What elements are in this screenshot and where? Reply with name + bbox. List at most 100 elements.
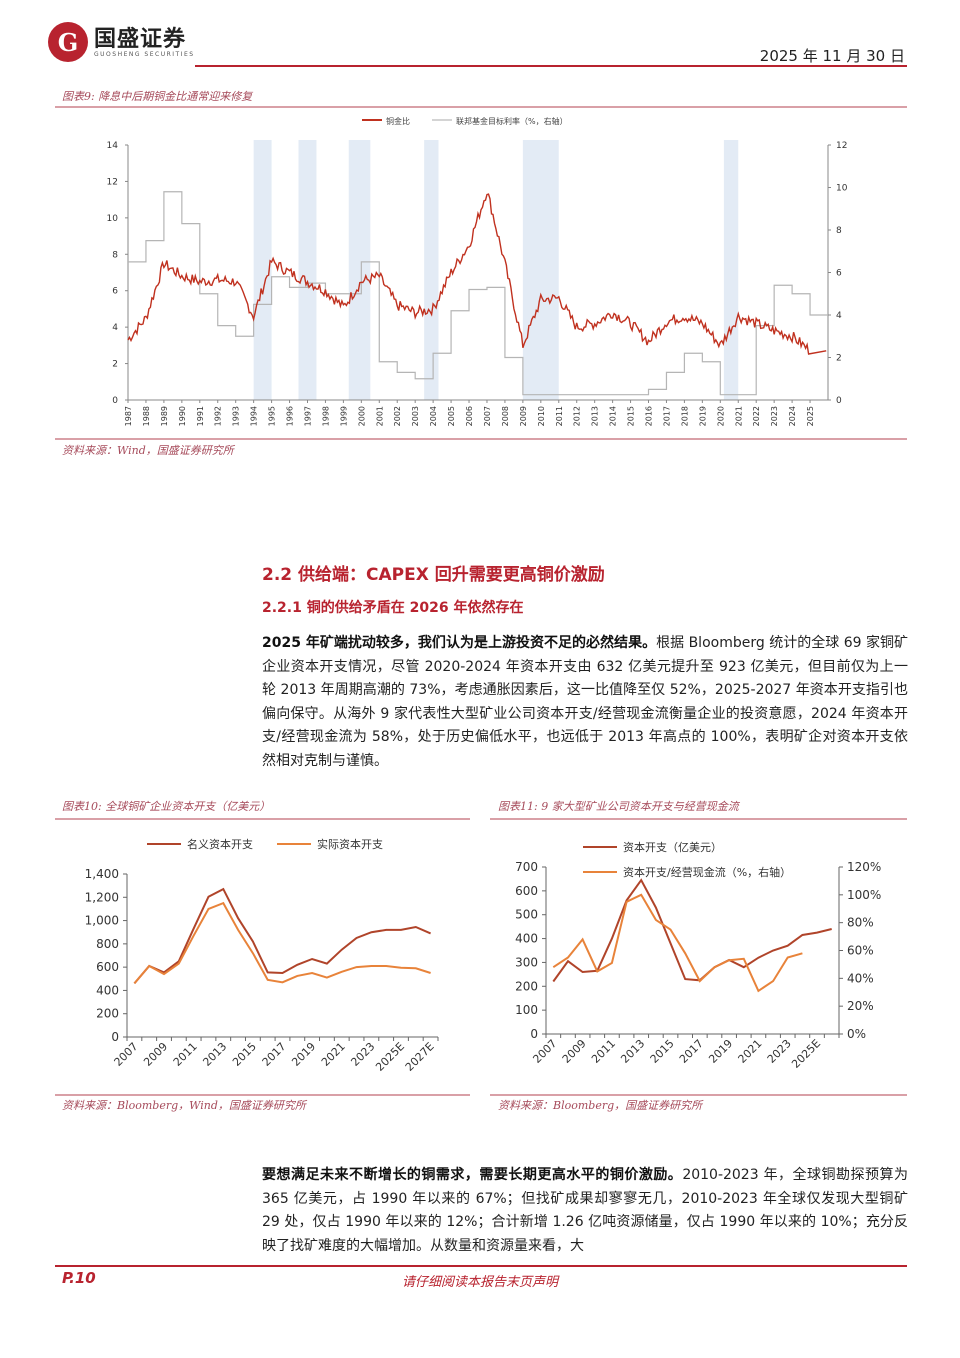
svg-text:2016: 2016 xyxy=(645,406,654,426)
svg-text:2021: 2021 xyxy=(736,1037,765,1066)
svg-text:2011: 2011 xyxy=(555,406,564,426)
section-heading: 2.2 供给端：CAPEX 回升需要更高铜价激励 xyxy=(262,565,605,585)
svg-text:2015: 2015 xyxy=(648,1037,677,1066)
fig9-svg: 铜金比 联邦基金目标利率（%，右轴） 0 2 4 6 8 10 12 14 0 2 4 6 8 10 12 198… xyxy=(107,116,848,426)
svg-text:300: 300 xyxy=(515,955,538,969)
svg-text:1996: 1996 xyxy=(286,406,295,426)
svg-text:120%: 120% xyxy=(847,860,881,874)
svg-text:1,400: 1,400 xyxy=(85,867,119,881)
svg-text:2014: 2014 xyxy=(609,406,618,426)
svg-text:2025E: 2025E xyxy=(789,1037,823,1071)
svg-text:2015: 2015 xyxy=(230,1040,259,1069)
svg-text:实际资本开支: 实际资本开支 xyxy=(317,837,383,851)
svg-text:2002: 2002 xyxy=(393,406,402,426)
paragraph-1: 2025 年矿端扰动较多，我们认为是上游投资不足的必然结果。根据 Bloombe… xyxy=(262,632,908,773)
subsection-heading: 2.2.1 铜的供给矛盾在 2026 年依然存在 xyxy=(262,600,524,616)
svg-text:0: 0 xyxy=(112,396,118,406)
fig9-source: 资料来源：Wind，国盛证券研究所 xyxy=(62,444,234,457)
svg-text:2009: 2009 xyxy=(560,1037,589,1066)
company-logo: G 国盛证券 GUOSHENG SECURITIES xyxy=(48,22,195,62)
svg-text:400: 400 xyxy=(515,932,538,946)
svg-text:12: 12 xyxy=(107,177,118,187)
svg-text:铜金比: 铜金比 xyxy=(386,116,410,126)
svg-text:1995: 1995 xyxy=(268,406,277,426)
svg-text:60%: 60% xyxy=(847,944,874,958)
svg-text:40%: 40% xyxy=(847,971,874,985)
svg-text:2013: 2013 xyxy=(591,406,600,426)
company-name-cn: 国盛证券 xyxy=(94,25,187,52)
svg-text:2007: 2007 xyxy=(483,406,492,426)
svg-text:资本开支/经营现金流（%，右轴）: 资本开支/经营现金流（%，右轴） xyxy=(623,865,791,879)
svg-text:2025E: 2025E xyxy=(373,1040,407,1074)
fig9-chart: 铜金比 联邦基金目标利率（%，右轴） 0 2 4 6 8 10 12 14 0 2 4 6 8 10 12 198… xyxy=(0,110,960,434)
svg-text:0: 0 xyxy=(836,396,842,406)
report-date: 2025 年 11 月 30 日 xyxy=(759,47,905,65)
svg-text:600: 600 xyxy=(96,960,119,974)
svg-text:2025: 2025 xyxy=(806,406,815,426)
svg-text:200: 200 xyxy=(515,979,538,993)
paragraph-2-body: 2010-2023 年，全球铜勘探预算为 365 亿美元，占 1990 年以来的… xyxy=(262,1167,909,1254)
fig10-bottom-rule xyxy=(55,1094,470,1096)
svg-text:2018: 2018 xyxy=(680,406,689,426)
svg-text:100%: 100% xyxy=(847,888,881,902)
svg-text:2008: 2008 xyxy=(501,406,510,426)
paragraph-2-lead: 要想满足未来不断增长的铜需求，需要长期更高水平的铜价激励。 xyxy=(262,1167,683,1183)
fig10-source: 资料来源：Bloomberg，Wind，国盛证券研究所 xyxy=(62,1099,306,1112)
svg-text:100: 100 xyxy=(515,1003,538,1017)
svg-text:400: 400 xyxy=(96,983,119,997)
page-number: P.10 xyxy=(62,1269,96,1287)
svg-text:2019: 2019 xyxy=(698,406,707,426)
svg-text:名义资本开支: 名义资本开支 xyxy=(187,837,253,851)
svg-text:6: 6 xyxy=(836,269,842,279)
svg-text:联邦基金目标利率（%，右轴）: 联邦基金目标利率（%，右轴） xyxy=(456,116,568,126)
fig11-title: 图表11: 9 家大型矿业公司资本开支与经营现金流 xyxy=(498,800,739,813)
fig11-chart: 0 100 200 300 400 500 600 700 0% 20% 40% 60% 80% 100%… xyxy=(490,822,907,1096)
svg-text:资本开支（亿美元）: 资本开支（亿美元） xyxy=(623,840,722,854)
fig10-title: 图表10: 全球铜矿企业资本开支（亿美元） xyxy=(62,800,271,813)
svg-text:2001: 2001 xyxy=(375,406,384,426)
svg-text:8: 8 xyxy=(836,226,842,236)
svg-text:2007: 2007 xyxy=(112,1040,141,1069)
svg-text:14: 14 xyxy=(107,141,119,151)
svg-text:2020: 2020 xyxy=(716,406,725,426)
svg-text:1991: 1991 xyxy=(196,406,205,426)
svg-text:2017: 2017 xyxy=(662,406,671,426)
disclaimer-link[interactable]: 请仔细阅读本报告末页声明 xyxy=(401,1275,558,1290)
svg-text:80%: 80% xyxy=(847,916,874,930)
svg-text:2006: 2006 xyxy=(465,406,474,426)
svg-text:1993: 1993 xyxy=(232,406,241,426)
svg-text:2015: 2015 xyxy=(627,406,636,426)
svg-text:2009: 2009 xyxy=(141,1040,170,1069)
fig11-bottom-rule xyxy=(490,1094,907,1096)
svg-text:600: 600 xyxy=(515,884,538,898)
svg-text:2022: 2022 xyxy=(752,406,761,426)
svg-text:2019: 2019 xyxy=(289,1040,318,1069)
svg-text:12: 12 xyxy=(836,141,847,151)
svg-text:2012: 2012 xyxy=(573,406,582,426)
svg-text:1990: 1990 xyxy=(178,406,187,426)
svg-text:2009: 2009 xyxy=(519,406,528,426)
svg-text:2004: 2004 xyxy=(429,406,438,426)
header-divider xyxy=(195,65,907,67)
svg-text:200: 200 xyxy=(96,1007,119,1021)
svg-text:1988: 1988 xyxy=(142,406,151,426)
logo-mark-icon: G xyxy=(48,22,88,62)
svg-text:8: 8 xyxy=(112,250,118,260)
svg-text:1,200: 1,200 xyxy=(85,890,119,904)
fig9-bottom-rule xyxy=(55,438,907,440)
fig10-chart: 0 200 400 600 800 1,000 1,200 1,400 2007 2009 2011… xyxy=(55,822,470,1096)
svg-text:2003: 2003 xyxy=(411,406,420,426)
svg-text:2: 2 xyxy=(836,354,842,364)
svg-text:2017: 2017 xyxy=(677,1037,706,1066)
company-name-en: GUOSHENG SECURITIES xyxy=(94,50,195,58)
svg-text:2021: 2021 xyxy=(734,406,743,426)
fig9-title: 图表9: 降息中后期铜金比通常迎来修复 xyxy=(62,90,253,103)
fig11-source: 资料来源：Bloomberg，国盛证券研究所 xyxy=(498,1099,703,1112)
svg-text:2000: 2000 xyxy=(357,406,366,426)
svg-text:1992: 1992 xyxy=(214,406,223,426)
svg-text:1989: 1989 xyxy=(160,406,169,426)
svg-text:2010: 2010 xyxy=(537,406,546,426)
svg-text:4: 4 xyxy=(112,323,118,333)
svg-text:2005: 2005 xyxy=(447,406,456,426)
fig10-top-rule xyxy=(55,818,470,820)
